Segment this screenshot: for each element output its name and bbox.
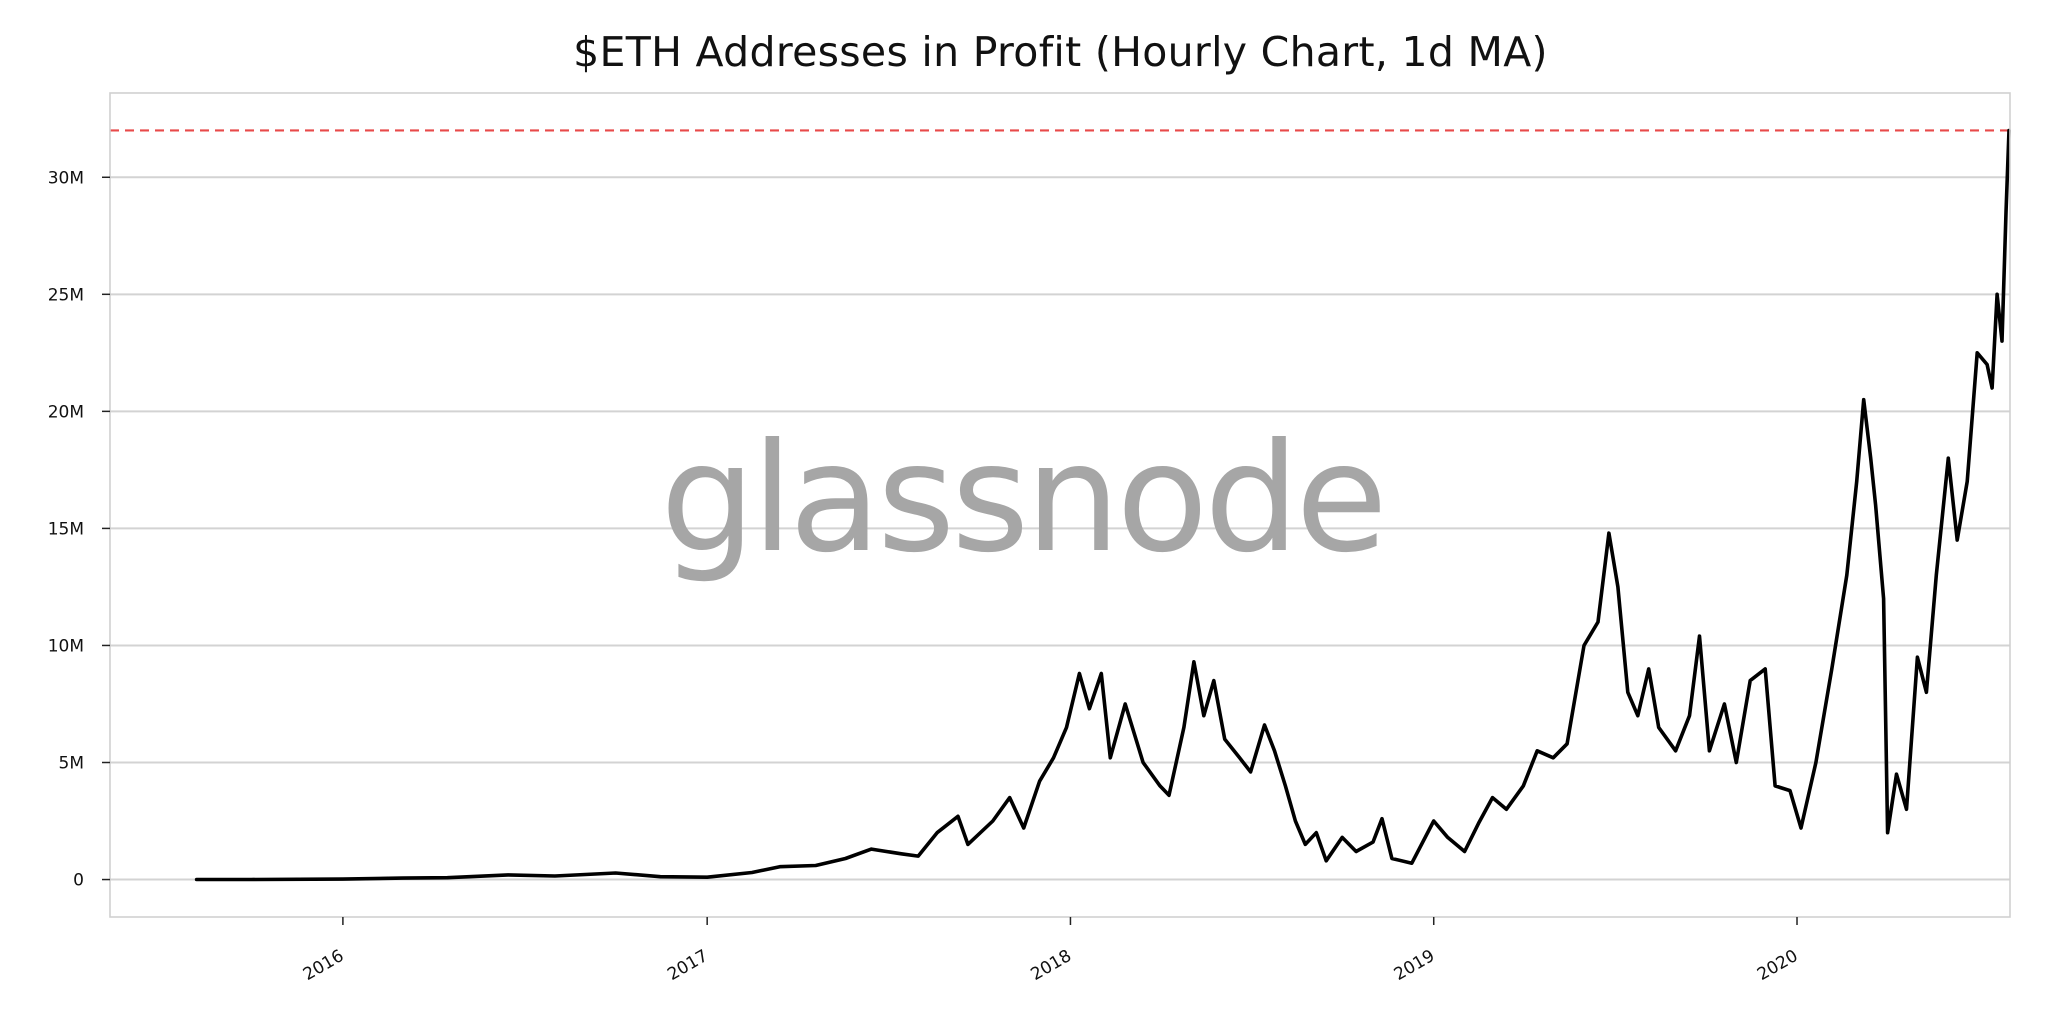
y-axis: 0 5M 10M 15M 20M 25M 30M — [48, 168, 110, 891]
plot-frame — [109, 92, 2011, 918]
x-tick-label: 2017 — [664, 946, 711, 985]
chart-title: $ETH Addresses in Profit (Hourly Chart, … — [573, 28, 1548, 76]
series-line-group — [194, 128, 2011, 882]
series-line — [194, 128, 2011, 882]
watermark-logo: glassnode — [660, 412, 1383, 586]
x-tick-label: 2020 — [1754, 946, 1801, 985]
y-tick-label: 0 — [73, 871, 84, 891]
y-tick-label: 15M — [48, 519, 84, 539]
x-axis: 2016 2017 2018 2019 2020 — [300, 917, 1802, 985]
y-tick-label: 5M — [59, 754, 84, 774]
x-tick-label: 2016 — [300, 946, 347, 985]
x-tick-label: 2019 — [1391, 946, 1438, 985]
x-tick-label: 2018 — [1027, 946, 1074, 985]
y-tick-label: 10M — [48, 636, 84, 656]
y-tick-label: 30M — [48, 168, 84, 188]
y-tick-label: 20M — [48, 402, 84, 422]
y-tick-label: 25M — [48, 285, 84, 305]
